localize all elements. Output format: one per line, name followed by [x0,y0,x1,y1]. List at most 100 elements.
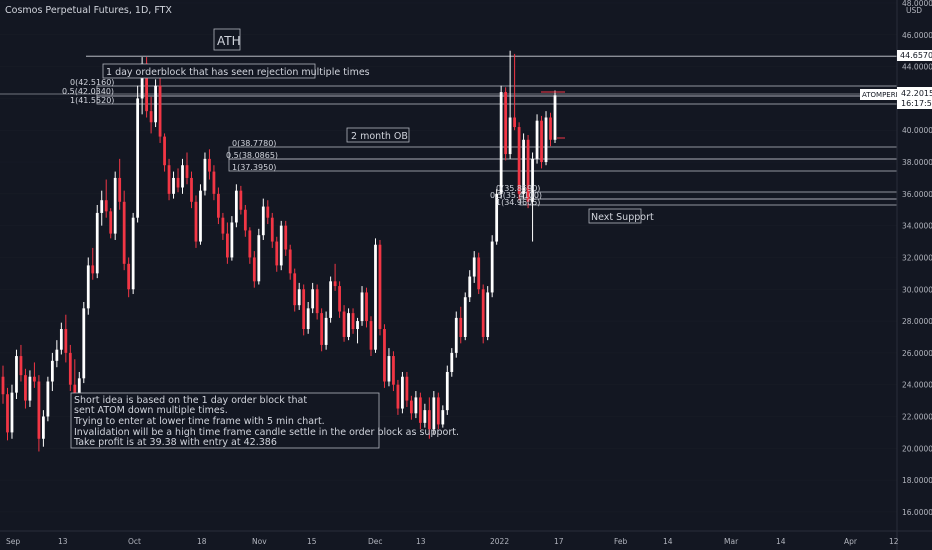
candle-body [392,356,395,385]
candle-body [100,200,104,213]
candle-body [28,376,32,401]
time-tick-label: Oct [128,537,141,546]
candle-body [212,171,216,194]
fib-labels-mid: 0(38.7780) 0.5(38.0865) 1(37.3950) [226,139,278,172]
candle-body [405,376,409,401]
price-tick-label: 28.0000 [902,317,932,326]
candle-body [499,92,503,194]
candle-body [24,375,27,401]
candle-body [55,349,59,361]
level-tag-44: 44.6570 [900,51,932,60]
candle-body [230,222,234,258]
time-tick-label: 12 [889,537,899,546]
time-tick-label: 13 [58,537,68,546]
candle-body [181,165,184,188]
candle-body [311,289,315,309]
time-tick-label: Nov [252,537,267,546]
candle-body [68,352,72,385]
candle-body [33,376,36,382]
candle-body [288,249,292,274]
candle-body [347,313,350,337]
candle-body [517,127,521,194]
idea-line: Take profit is at 39.38 with entry at 42… [73,437,277,448]
price-axis-unit: USD [906,6,922,15]
fib-label: 0.5(35.4100) [490,191,542,200]
time-tick-label: 2022 [490,537,509,546]
price-tick-label: 20.0000 [902,444,932,453]
candle-body [221,217,225,234]
candle-body [436,397,440,425]
candle-body [365,292,368,322]
candle-body [270,217,274,242]
price-tick-label: 32.0000 [902,253,932,262]
candle-body [158,85,162,137]
candles [1,50,557,452]
candle-body [315,289,319,314]
candle-body [194,201,198,242]
candle-body [149,111,153,123]
candle-body [324,317,328,345]
candle-body [396,384,400,409]
candle-body [468,276,472,298]
candle-body [297,289,301,306]
price-tick-label: 22.0000 [902,412,932,421]
idea-line: Trying to enter at lower time frame with… [73,416,325,427]
candle-body [360,292,364,322]
candle-body [284,225,288,250]
candle-body [374,244,377,350]
candle-body [329,281,333,318]
candle-body [369,321,373,350]
candle-body [338,286,341,312]
fib-label: 0(35.8590) [496,184,540,193]
fib-labels-right: 0(35.8590) 0.5(35.4100) 1(34.9605) [490,184,542,207]
price-tick-label: 36.0000 [902,190,932,199]
price-tag-box [897,87,932,109]
fib-label: 0(38.7780) [232,139,276,148]
candle-body [37,381,41,439]
time-axis: Sep 13 Oct 18 Nov 15 Dec 13 2022 17 Feb 14 Mar 14 Apr 1… [6,537,899,546]
candle-body [172,177,175,194]
candle-body [239,190,243,210]
fib-label: 1(37.3950) [232,163,276,172]
candle-body [445,371,449,411]
candle-body [535,120,539,159]
time-tick-label: 13 [416,537,426,546]
price-axis-background[interactable] [897,0,932,550]
level-lines [0,55,897,95]
chart-title: Cosmos Perpetual Futures, 1D, FTX [5,5,172,16]
candle-body [306,308,310,330]
candle-body [225,233,229,258]
candle-body [257,235,261,282]
candle-body [185,165,189,178]
candle-body [418,397,422,423]
candle-body [127,263,131,290]
candle-body [279,225,283,266]
candle-body [409,400,413,414]
idea-note: Short idea is based on the 1 day order b… [73,395,459,448]
candle-body [261,206,265,236]
time-tick-label: 17 [554,537,564,546]
fib-label: 1(41.5520) [70,96,114,105]
time-tick-label: Mar [724,537,739,546]
price-tick-label: 24.0000 [902,381,932,390]
candle-body [540,120,543,163]
ath-box [213,28,241,51]
candle-body [477,257,481,290]
candle-body [82,308,86,379]
candle-body [401,376,404,409]
time-tick-label: 14 [663,537,673,546]
candle-body [176,177,180,188]
price-tick-label: 40.0000 [902,126,932,135]
time-tick-label: Sep [6,537,20,546]
candle-body [252,257,256,282]
candle-body [59,329,63,350]
candle-body [64,329,68,353]
candle-body [454,317,458,353]
candle-body [248,230,252,258]
candle-body [217,193,220,218]
candle-body [423,410,427,423]
candle-body [145,63,149,112]
candle-body [136,98,140,218]
two-month-label: 2 month OB [351,131,408,142]
